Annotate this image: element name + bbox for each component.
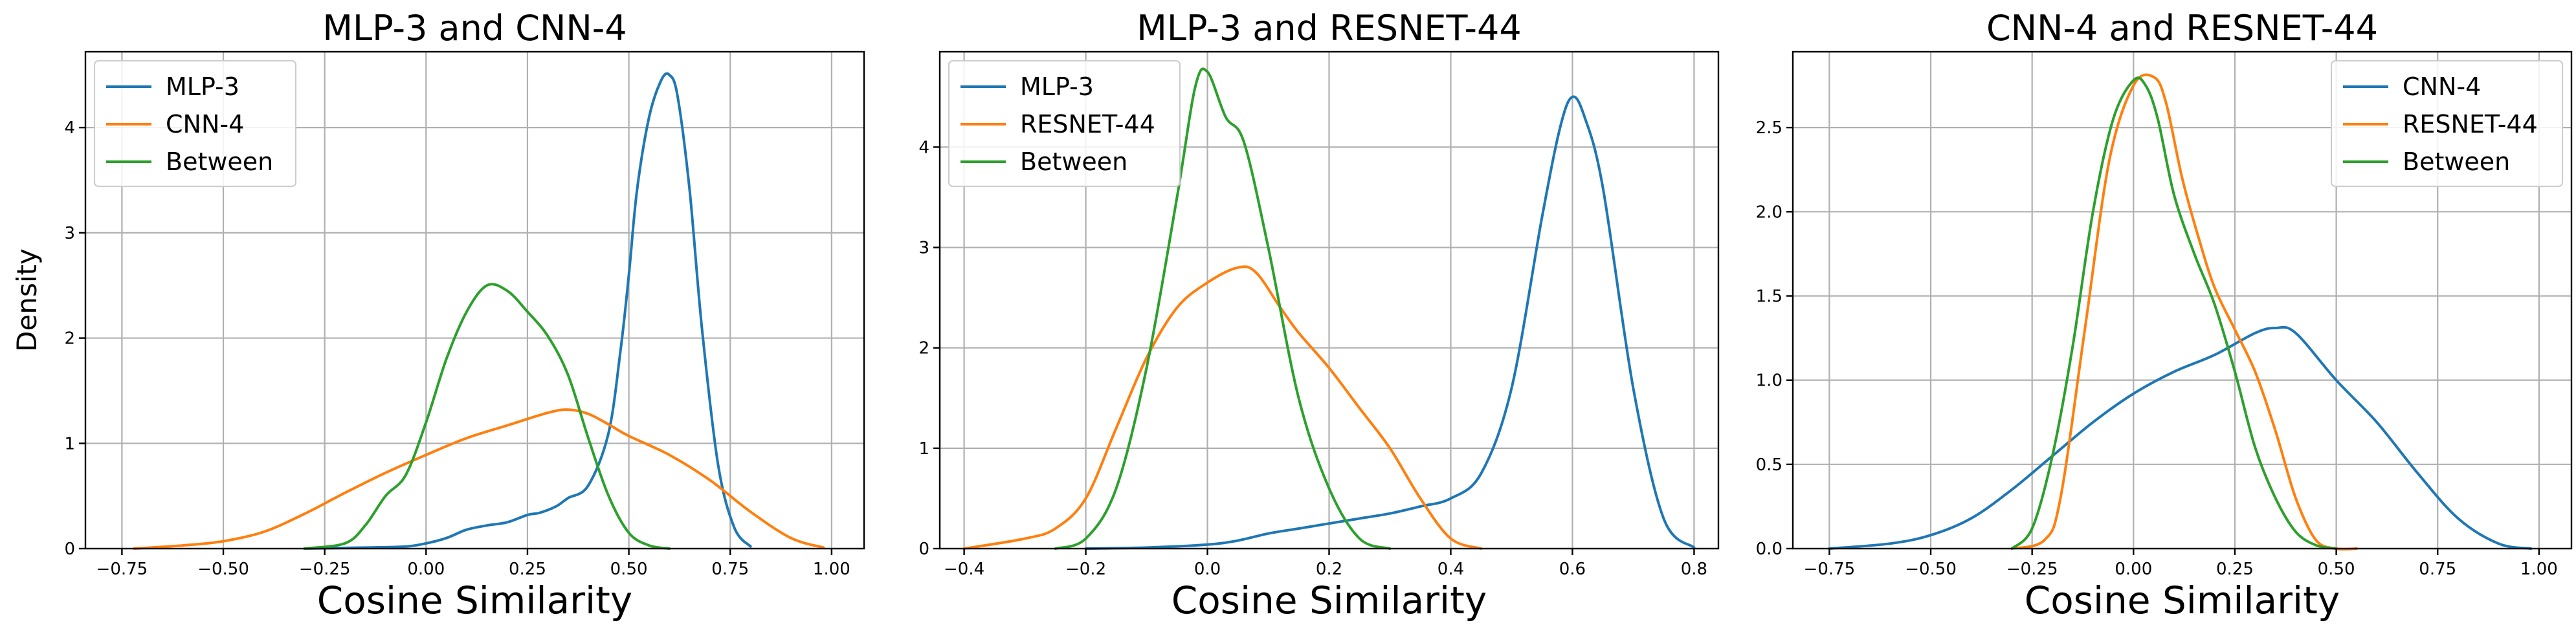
x-tick-label: 0.6 [1559,560,1586,579]
series-line-resnet-44 [962,265,1483,550]
x-axis-label: Cosine Similarity [317,578,632,622]
legend-box [948,60,1181,187]
x-tick-label: −0.75 [96,560,148,579]
x-axis-label: Cosine Similarity [1171,578,1487,622]
series-line-between [2010,76,2338,550]
x-tick-label: 0.00 [407,560,445,579]
x-tick-label: 0.8 [1681,560,1707,579]
x-tick-label: 0.2 [1316,560,1342,579]
x-tick-label: 0.25 [2216,560,2254,579]
x-tick-label: −0.75 [1804,560,1856,579]
plot-area-frame [1792,50,2573,550]
y-tick-label: 3 [64,224,75,243]
x-tick-label: 0.50 [2318,560,2355,579]
y-tick-label: 2.5 [1756,118,1782,138]
x-tick-label: −0.25 [2006,560,2058,579]
legend-label: MLP-3 [166,72,239,101]
legend-label: Between [1020,148,1127,176]
y-tick-label: 0.5 [1756,455,1782,475]
series-line-mlp-3 [303,72,752,550]
y-tick-label: 2.0 [1756,202,1782,222]
chart-panel-1: −0.75 −0.50 −0.25 0.00 0.25 0.50 0.75 1.00 0 1 2 3 4… [11,8,865,622]
x-tick-label: 1.00 [2520,560,2558,579]
y-tick-label: 2 [918,339,929,358]
plot-area-frame [84,50,865,550]
series-line-cnn-4 [133,408,825,550]
legend-label: MLP-3 [1020,72,1094,101]
legend-label: CNN-4 [2403,72,2481,101]
legend-label: Between [166,148,273,176]
x-tick-label: −0.2 [1065,560,1106,579]
x-tick-label: 0.0 [1194,560,1221,579]
y-tick-label: 4 [64,118,75,138]
chart-title: MLP-3 and RESNET-44 [1137,8,1521,49]
x-tick-label: −0.25 [299,560,351,579]
series-line-resnet-44 [2010,73,2358,551]
x-axis-label: Cosine Similarity [2025,578,2340,622]
legend: CNN-4 RESNET-44 Between [2331,60,2563,187]
x-tick-label: −0.50 [1905,560,1957,579]
x-tick-label: −0.50 [197,560,249,579]
chart-title: MLP-3 and CNN-4 [322,8,627,49]
legend-label: RESNET-44 [1020,110,1155,138]
series-line-between [303,283,671,550]
legend-box [2331,60,2563,187]
y-tick-label: 2 [64,329,75,349]
legend-label: RESNET-44 [2403,110,2538,138]
y-tick-label: 0 [64,540,75,559]
y-tick-label: 0 [918,540,929,559]
series-line-cnn-4 [1828,325,2533,550]
y-tick-label: 1 [64,434,75,454]
legend: MLP-3 CNN-4 Between [94,60,296,187]
x-tick-label: 0.75 [711,560,749,579]
chart-panel-3: −0.75 −0.50 −0.25 0.00 0.25 0.50 0.75 1.00 0.0 0.… [1756,8,2573,622]
legend-label: Between [2403,148,2510,176]
x-tick-label: 0.25 [509,560,546,579]
chart-panel-2: −0.4 −0.2 0.0 0.2 0.4 0.6 0.8 0 1 2 3 4 MLP-3 and RE… [918,8,1720,622]
y-tick-label: 4 [918,138,929,157]
y-axis-label: Density [11,248,43,352]
y-tick-label: 1.5 [1756,287,1782,306]
legend-label: CNN-4 [166,110,244,138]
y-tick-label: 1 [918,439,929,459]
series-line-mlp-3 [1084,95,1696,550]
x-tick-label: 1.00 [813,560,850,579]
y-tick-label: 3 [918,239,929,258]
y-tick-label: 0.0 [1756,540,1782,559]
series-line-between [1054,67,1392,550]
legend: MLP-3 RESNET-44 Between [948,60,1181,187]
x-tick-label: 0.75 [2419,560,2456,579]
x-tick-label: 0.00 [2115,560,2152,579]
x-tick-label: 0.4 [1438,560,1464,579]
x-tick-label: −0.4 [944,560,984,579]
legend-box [94,60,296,187]
chart-title: CNN-4 and RESNET-44 [1986,8,2378,49]
y-tick-label: 1.0 [1756,371,1782,391]
x-tick-label: 0.50 [610,560,648,579]
